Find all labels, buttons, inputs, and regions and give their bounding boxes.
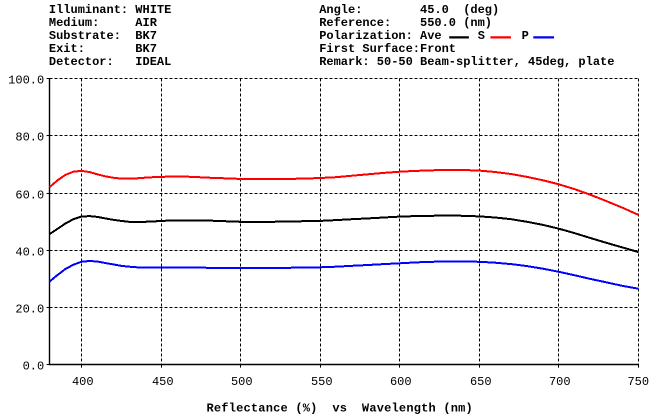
- svg-text:Reference:: Reference:: [319, 16, 391, 30]
- svg-text:S: S: [478, 29, 485, 43]
- svg-text:First Surface:Front: First Surface:Front: [319, 42, 456, 56]
- svg-text:20.0: 20.0: [15, 302, 44, 316]
- svg-text:IDEAL: IDEAL: [135, 55, 171, 69]
- svg-text:Reflectance (%) vs Wavelengt: Reflectance (%) vs Wavelength (nm): [207, 401, 473, 415]
- svg-text:700: 700: [549, 375, 571, 389]
- svg-text:Polarization: Ave: Polarization: Ave: [319, 29, 441, 43]
- svg-text:0.0: 0.0: [23, 359, 45, 373]
- svg-text:Remark: 50-50 Beam-splitter, 4: Remark: 50-50 Beam-splitter, 45deg, plat…: [319, 55, 614, 69]
- svg-text:Exit:: Exit:: [49, 42, 85, 56]
- svg-text:600: 600: [390, 375, 412, 389]
- svg-text:Medium:: Medium:: [49, 16, 99, 30]
- svg-text:500: 500: [231, 375, 253, 389]
- svg-text:AIR: AIR: [135, 16, 157, 30]
- svg-text:450: 450: [152, 375, 174, 389]
- svg-text:80.0: 80.0: [15, 130, 44, 144]
- svg-text:WHITE: WHITE: [135, 3, 171, 17]
- svg-text:45.0 (deg): 45.0 (deg): [420, 3, 499, 17]
- svg-text:650: 650: [470, 375, 492, 389]
- svg-text:BK7: BK7: [135, 42, 157, 56]
- svg-text:P: P: [522, 29, 529, 43]
- svg-text:BK7: BK7: [135, 29, 157, 43]
- svg-text:750: 750: [627, 375, 649, 389]
- svg-text:40.0: 40.0: [15, 245, 44, 259]
- svg-text:550: 550: [311, 375, 333, 389]
- svg-text:100.0: 100.0: [8, 73, 44, 87]
- svg-text:Illuminant:: Illuminant:: [49, 3, 128, 17]
- svg-text:400: 400: [72, 375, 94, 389]
- svg-text:60.0: 60.0: [15, 188, 44, 202]
- svg-text:550.0 (nm): 550.0 (nm): [420, 16, 492, 30]
- svg-text:Detector:: Detector:: [49, 55, 114, 69]
- svg-text:Substrate:: Substrate:: [49, 29, 121, 43]
- svg-text:Angle:: Angle:: [319, 3, 362, 17]
